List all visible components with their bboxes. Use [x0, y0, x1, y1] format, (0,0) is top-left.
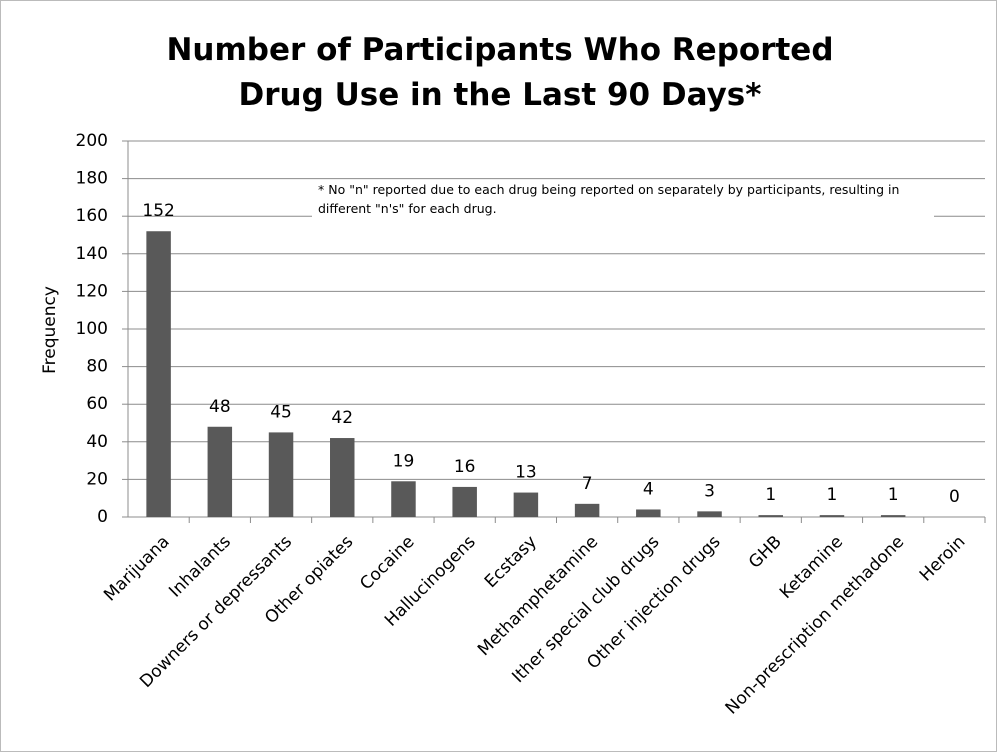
- data-label: 7: [582, 474, 593, 494]
- y-tick-label: 200: [76, 131, 108, 151]
- bar: [636, 509, 661, 517]
- bar: [391, 481, 416, 517]
- bar: [146, 231, 171, 518]
- bar: [819, 515, 845, 517]
- bar: [268, 432, 294, 517]
- data-label: 13: [515, 463, 537, 483]
- y-axis-label: Frequency: [40, 286, 60, 374]
- data-label: 4: [643, 479, 654, 499]
- bar: [330, 438, 355, 517]
- data-label: 1: [888, 485, 899, 505]
- y-tick-label: 100: [76, 319, 108, 339]
- y-tick-label: 20: [86, 469, 108, 489]
- data-label: 1: [827, 485, 838, 505]
- data-label: 42: [331, 408, 353, 428]
- data-label: 45: [270, 402, 292, 422]
- data-label: 19: [393, 451, 415, 471]
- y-tick-label: 60: [86, 394, 108, 414]
- y-tick-label: 0: [97, 507, 108, 527]
- y-tick-label: 160: [76, 206, 108, 226]
- data-label: 1: [765, 485, 776, 505]
- y-tick-label: 180: [76, 169, 108, 189]
- bar: [758, 515, 783, 517]
- y-tick-label: 40: [86, 432, 108, 452]
- bar: [452, 486, 477, 517]
- bar: [697, 511, 722, 517]
- chart-title: Number of Participants Who Reported Drug…: [166, 32, 834, 113]
- bar: [880, 515, 906, 517]
- y-tick-label: 80: [86, 357, 108, 377]
- data-label: 152: [142, 201, 174, 221]
- data-label: 48: [209, 397, 231, 417]
- data-label: 3: [704, 481, 715, 501]
- data-label: 0: [949, 487, 960, 507]
- data-label: 16: [454, 457, 476, 477]
- y-tick-label: 120: [76, 281, 108, 301]
- annotation: * No "n" reported due to each drug being…: [312, 180, 934, 218]
- bar: [574, 503, 600, 517]
- bar: [207, 426, 233, 517]
- bar: [513, 492, 539, 517]
- y-tick-label: 140: [76, 244, 108, 264]
